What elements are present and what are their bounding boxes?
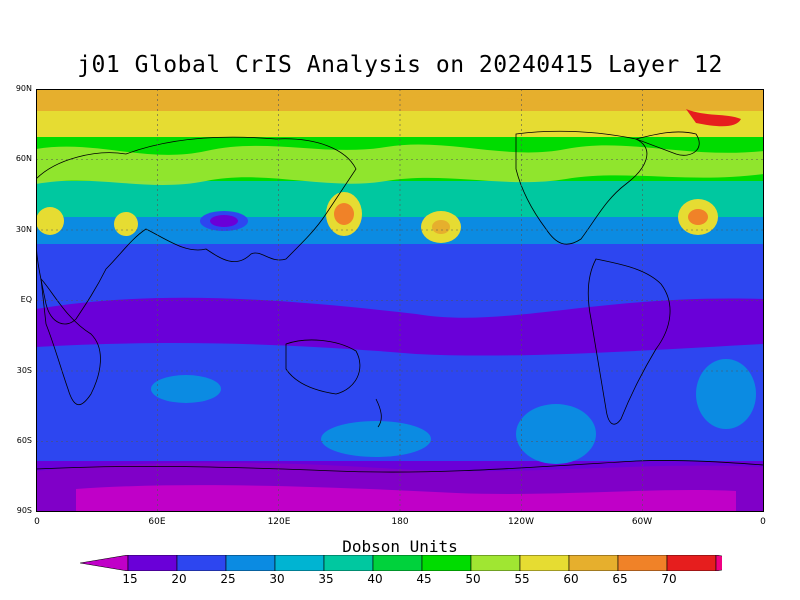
lat-label-eq: EQ	[20, 295, 32, 304]
arctic-red	[686, 109, 741, 127]
colorbar-segment	[176, 555, 227, 571]
colorbar-label-15: 15	[122, 572, 138, 586]
lat-label-60n: 60N	[15, 154, 32, 163]
map-frame	[36, 89, 764, 512]
lat-label-90n: 90N	[15, 84, 32, 93]
colorbar-segment	[421, 555, 472, 571]
max-mediterranean	[36, 207, 64, 235]
south-patch-4	[151, 375, 221, 403]
max-mideast	[114, 212, 138, 236]
max-dateline-core	[432, 220, 450, 234]
colorbar-segment	[617, 555, 668, 571]
colorbar-segment	[470, 555, 521, 571]
colorbar-segment	[225, 555, 276, 571]
lat-label-30n: 30N	[15, 225, 32, 234]
colorbar-segment	[666, 555, 717, 571]
colorbar-segment	[568, 555, 619, 571]
colorbar-label-40: 40	[367, 572, 383, 586]
colorbar-label-30: 30	[269, 572, 285, 586]
southern-low-core	[76, 485, 736, 512]
tropical-minimum	[36, 297, 764, 356]
colorbar-segment	[323, 555, 374, 571]
colorbar-arrow-low	[80, 555, 129, 571]
colorbar-segment	[372, 555, 423, 571]
colorbar-label-60: 60	[563, 572, 579, 586]
arctic-high	[236, 89, 636, 103]
colorbar-segment	[127, 555, 178, 571]
south-patch-2	[516, 404, 596, 464]
colorbar	[80, 555, 722, 571]
lon-label-60w: 60W	[631, 517, 653, 527]
lat-label-60s: 60S	[16, 436, 32, 445]
lat-label-90s: 90S	[16, 506, 32, 515]
map-title: j01 Global CrIS Analysis on 20240415 Lay…	[77, 52, 723, 78]
colorbar-label-45: 45	[416, 572, 432, 586]
south-patch-3	[696, 359, 756, 429]
lon-label-60e: 60E	[148, 517, 166, 527]
ozone-map	[36, 89, 764, 512]
colorbar-label-25: 25	[220, 572, 236, 586]
coastlines	[36, 130, 764, 473]
max-atlantic-core	[688, 209, 708, 225]
lon-label-120w: 120W	[507, 517, 535, 527]
south-patch-1	[321, 421, 431, 457]
colorbar-label-20: 20	[171, 572, 187, 586]
colorbar-title: Dobson Units	[342, 537, 458, 556]
colorbar-label-55: 55	[514, 572, 530, 586]
lon-label-0-right: 0	[760, 517, 766, 527]
colorbar-label-35: 35	[318, 572, 334, 586]
grid-lines	[36, 89, 764, 512]
lon-label-0-left: 0	[34, 517, 40, 527]
colorbar-segment	[274, 555, 325, 571]
lon-label-180: 180	[391, 517, 409, 527]
colorbar-segment	[519, 555, 570, 571]
colorbar-label-65: 65	[612, 572, 628, 586]
colorbar-arrow-high	[715, 555, 722, 571]
band-tropic-north	[36, 217, 764, 247]
colorbar-label-70: 70	[661, 572, 677, 586]
lon-label-120e: 120E	[267, 517, 291, 527]
max-japan-core	[334, 203, 354, 225]
min-tibet-core	[210, 215, 238, 227]
lat-label-30s: 30S	[16, 366, 32, 375]
colorbar-label-50: 50	[465, 572, 481, 586]
